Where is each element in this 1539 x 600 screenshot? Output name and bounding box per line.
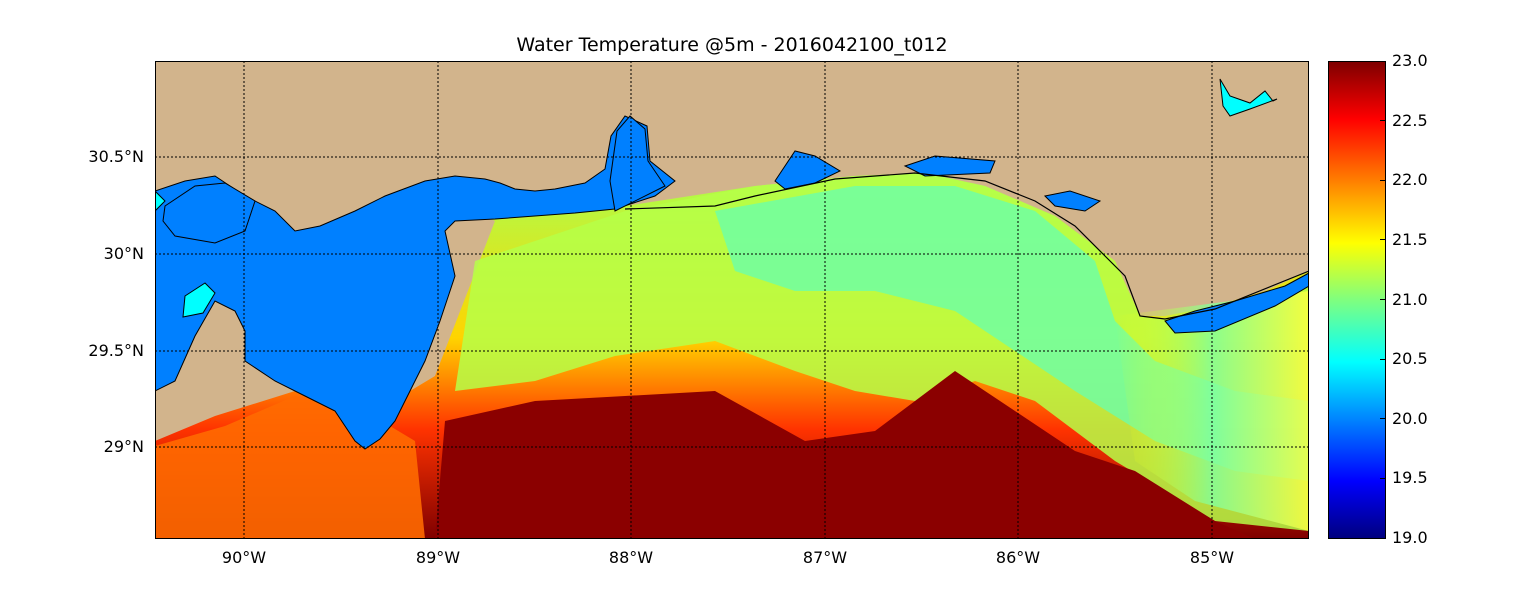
colorbar-label: 21.0: [1392, 290, 1428, 309]
colorbar-label: 20.0: [1392, 409, 1428, 428]
x-tick-label: 86°W: [995, 548, 1041, 567]
y-tick-label: 30.5°N: [88, 147, 144, 166]
st-andrew-bay: [1043, 190, 1102, 212]
x-tick-label: 88°W: [608, 548, 654, 567]
x-tick-label: 90°W: [221, 548, 267, 567]
lake-pontchartrain: [162, 182, 256, 244]
colorbar-tick: [1380, 180, 1386, 181]
colorbar-tick: [1380, 120, 1386, 121]
colorbar-label: 21.5: [1392, 230, 1428, 249]
pensacola-bay: [774, 150, 842, 190]
map-frame: [155, 61, 1309, 539]
colorbar-label: 23.0: [1392, 51, 1428, 70]
x-tick-label: 87°W: [802, 548, 848, 567]
coastline: [624, 172, 1309, 320]
colorbar-label: 20.5: [1392, 349, 1428, 368]
y-tick-label: 29.5°N: [88, 341, 144, 360]
colorbar-label: 19.0: [1392, 528, 1428, 547]
graticule: [155, 61, 1309, 539]
inland-water: [155, 115, 676, 450]
colorbar-tick: [1380, 359, 1386, 360]
colorbar-label: 19.5: [1392, 468, 1428, 487]
lake-borgne-edge: [155, 190, 166, 212]
apalachicola-bay: [1164, 272, 1309, 334]
y-tick-label: 29°N: [103, 437, 144, 456]
colorbar-tick: [1380, 478, 1386, 479]
colorbar-tick: [1380, 418, 1386, 419]
map-panel: [155, 61, 1309, 539]
mobile-bay: [609, 115, 666, 212]
colorbar-label: 22.5: [1392, 111, 1428, 130]
warm-core: [435, 371, 1255, 539]
colorbar-tick: [1380, 239, 1386, 240]
temperature-map: [155, 61, 1309, 539]
y-tick-label: 30°N: [103, 244, 144, 263]
x-tick-label: 85°W: [1189, 548, 1235, 567]
colorbar-label: 22.0: [1392, 170, 1428, 189]
x-tick-label: 89°W: [415, 548, 461, 567]
colorbar: [1328, 61, 1386, 539]
colorbar-tick: [1380, 299, 1386, 300]
lake-seminole: [1219, 78, 1278, 117]
map-title: Water Temperature @5m - 2016042100_t012: [516, 34, 948, 56]
lake-maurepas: [182, 282, 216, 318]
